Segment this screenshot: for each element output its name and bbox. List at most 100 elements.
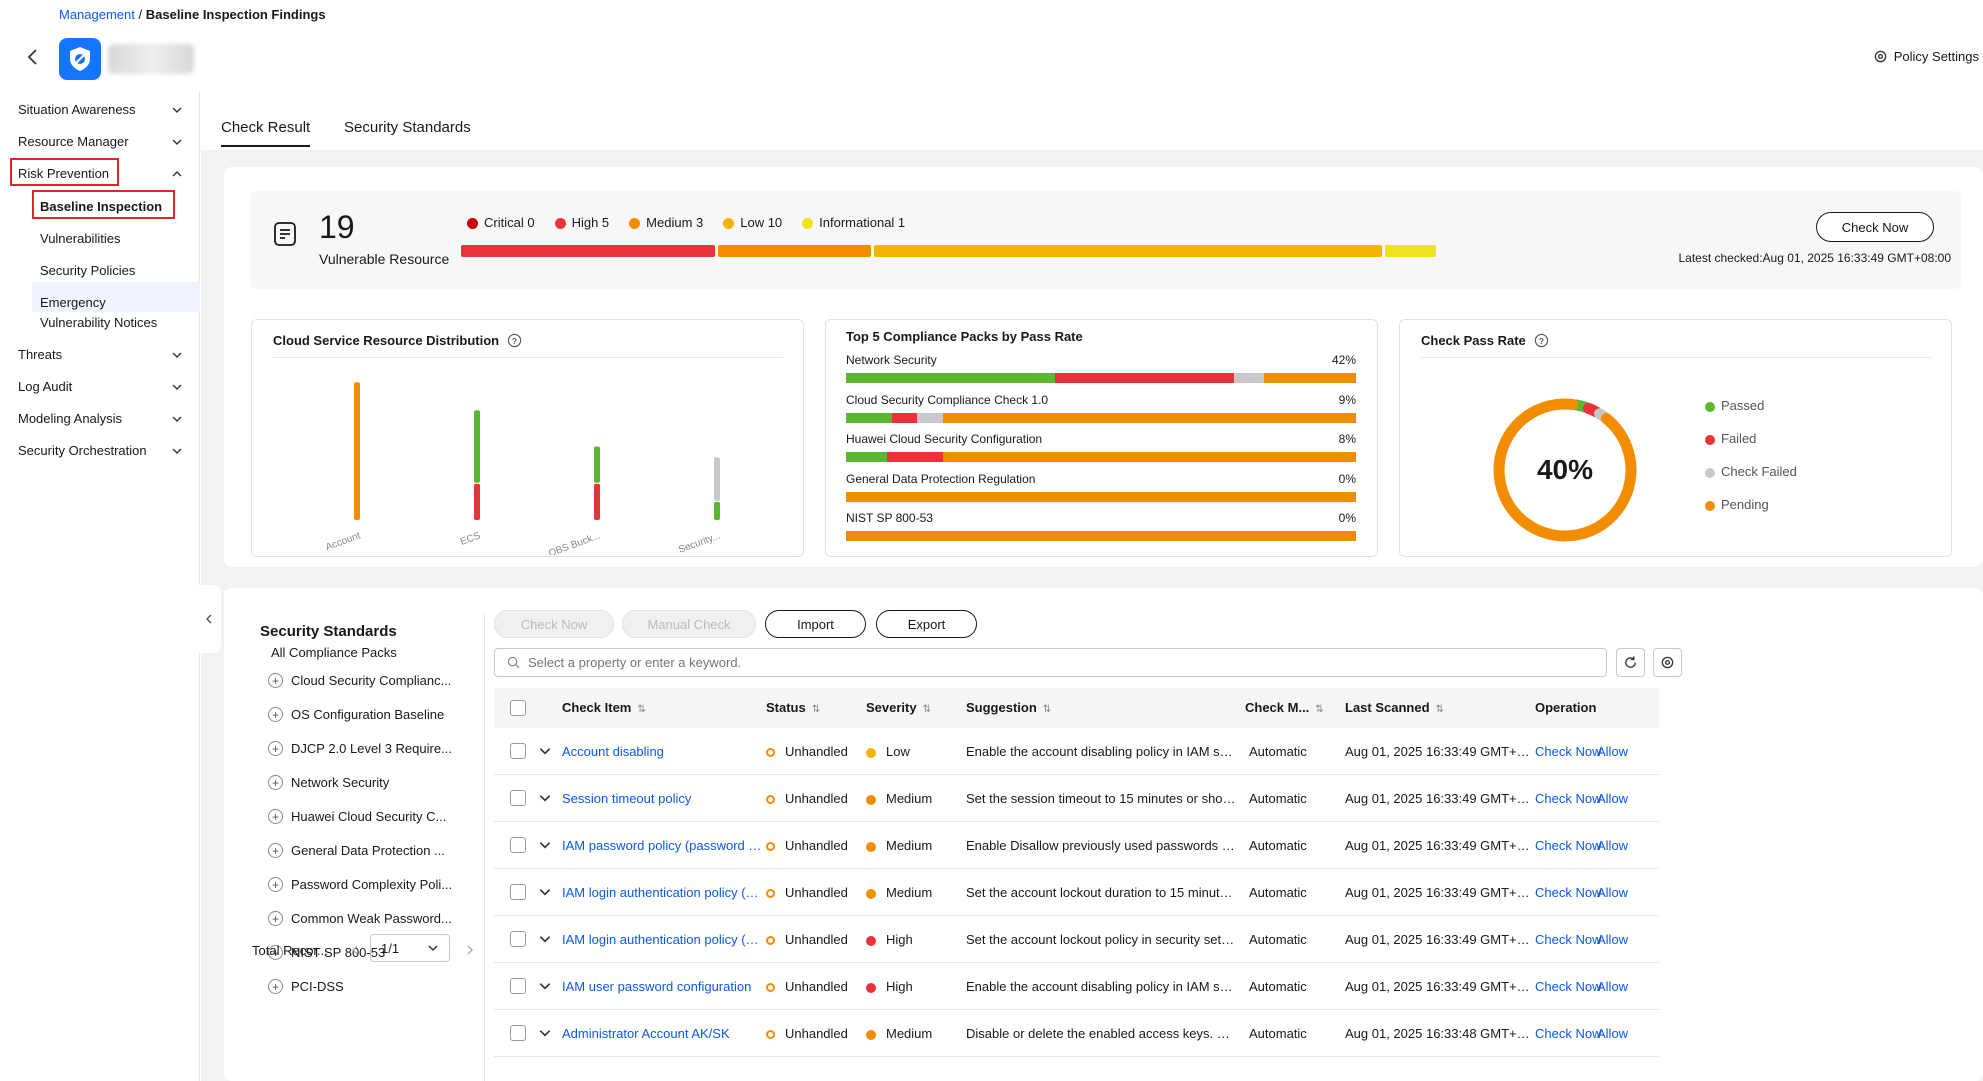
- check-item-link[interactable]: IAM login authentication policy (acco...: [562, 932, 762, 947]
- row-checkbox[interactable]: [510, 743, 526, 759]
- all-compliance-packs[interactable]: All Compliance Packs: [271, 645, 397, 660]
- row-checkbox[interactable]: [510, 931, 526, 947]
- back-arrow-icon[interactable]: [22, 46, 44, 68]
- header-check-item[interactable]: Check Item ⇅: [562, 688, 646, 728]
- standard-item[interactable]: + Cloud Security Complianc...: [268, 673, 451, 688]
- search-input[interactable]: [528, 655, 1578, 670]
- expand-plus-icon[interactable]: +: [268, 945, 283, 960]
- row-allow-link[interactable]: Allow: [1597, 838, 1629, 853]
- expand-plus-icon[interactable]: +: [268, 911, 283, 926]
- row-allow-link[interactable]: Allow: [1597, 979, 1629, 994]
- row-allow-link[interactable]: Allow: [1597, 791, 1629, 806]
- toolbar-check-now-button[interactable]: Check Now: [494, 610, 614, 638]
- standard-item[interactable]: + Network Security: [268, 775, 389, 790]
- expand-plus-icon[interactable]: +: [268, 741, 283, 756]
- tab-check-result[interactable]: Check Result: [221, 119, 311, 147]
- header-check-method[interactable]: Check M... ⇅: [1245, 688, 1324, 728]
- sidebar-item-modeling-analysis[interactable]: Modeling Analysis: [18, 411, 183, 426]
- check-now-button[interactable]: Check Now: [1816, 212, 1934, 242]
- sidebar-item-emergency-line2[interactable]: Vulnerability Notices: [40, 315, 158, 330]
- sidebar-item-threats[interactable]: Threats: [18, 347, 183, 362]
- help-icon[interactable]: ?: [507, 333, 522, 348]
- expand-plus-icon[interactable]: +: [268, 707, 283, 722]
- check-item-link[interactable]: IAM user password configuration: [562, 979, 752, 994]
- sidebar-item-security-orchestration[interactable]: Security Orchestration: [18, 443, 183, 458]
- row-expand[interactable]: [538, 838, 552, 855]
- sidebar-item-situation-awareness[interactable]: Situation Awareness: [18, 102, 183, 117]
- row-expand[interactable]: [538, 932, 552, 949]
- row-check-now-link[interactable]: Check Now: [1535, 791, 1602, 806]
- sidebar-item-emergency-line1[interactable]: Emergency: [40, 295, 106, 310]
- sidebar-item-vulnerabilities[interactable]: Vulnerabilities: [40, 231, 121, 246]
- status-cell: Unhandled: [766, 963, 861, 1010]
- policy-settings-button[interactable]: Policy Settings: [1873, 49, 1979, 64]
- select-all-checkbox[interactable]: [510, 700, 526, 716]
- row-expand[interactable]: [538, 791, 552, 808]
- check-item-link[interactable]: Session timeout policy: [562, 791, 692, 806]
- sidebar-item-security-policies[interactable]: Security Policies: [40, 263, 136, 278]
- table-settings-button[interactable]: [1653, 648, 1682, 677]
- standard-item[interactable]: + Huawei Cloud Security C...: [268, 809, 446, 824]
- header-status[interactable]: Status ⇅: [766, 688, 820, 728]
- row-check-now-link[interactable]: Check Now: [1535, 885, 1602, 900]
- row-checkbox[interactable]: [510, 790, 526, 806]
- expand-plus-icon[interactable]: +: [268, 843, 283, 858]
- help-icon[interactable]: ?: [1534, 333, 1549, 348]
- tab-security-standards[interactable]: Security Standards: [344, 119, 471, 136]
- check-item-link[interactable]: Administrator Account AK/SK: [562, 1026, 730, 1041]
- expand-plus-icon[interactable]: +: [268, 979, 283, 994]
- row-allow-link[interactable]: Allow: [1597, 1026, 1629, 1041]
- standard-item[interactable]: + DJCP 2.0 Level 3 Require...: [268, 741, 452, 756]
- sidebar-item-baseline-inspection[interactable]: Baseline Inspection: [40, 199, 163, 214]
- refresh-button[interactable]: [1616, 648, 1645, 677]
- severity-label: High: [886, 932, 913, 947]
- row-check-now-link[interactable]: Check Now: [1535, 744, 1602, 759]
- row-checkbox[interactable]: [510, 884, 526, 900]
- chevron-left-icon[interactable]: [349, 944, 361, 956]
- page-select[interactable]: 1/1: [370, 934, 450, 962]
- standard-item[interactable]: + Password Complexity Poli...: [268, 877, 452, 892]
- expand-plus-icon[interactable]: +: [268, 673, 283, 688]
- chevron-right-icon[interactable]: [464, 944, 476, 956]
- standard-item[interactable]: + PCI-DSS: [268, 979, 344, 994]
- standard-item[interactable]: + General Data Protection ...: [268, 843, 445, 858]
- findings-table: Check Item ⇅ Status ⇅ Severity ⇅ Suggestion…: [494, 688, 1659, 1081]
- check-item-link[interactable]: IAM login authentication policy (acco...: [562, 885, 762, 900]
- sidebar-item-resource-manager[interactable]: Resource Manager: [18, 134, 183, 149]
- row-check-now-link[interactable]: Check Now: [1535, 1026, 1602, 1041]
- sidebar-item-log-audit[interactable]: Log Audit: [18, 379, 183, 394]
- import-button[interactable]: Import: [765, 610, 866, 638]
- distribution-bar-segment: [474, 483, 480, 520]
- header-last-scanned[interactable]: Last Scanned ⇅: [1345, 688, 1444, 728]
- breadcrumb-management-link[interactable]: Management: [59, 7, 135, 22]
- standard-item[interactable]: + OS Configuration Baseline: [268, 707, 444, 722]
- check-item-link[interactable]: IAM password policy (password reuse): [562, 838, 762, 853]
- top-bar: Management / Baseline Inspection Finding…: [0, 0, 1983, 92]
- row-allow-link[interactable]: Allow: [1597, 744, 1629, 759]
- expand-plus-icon[interactable]: +: [268, 809, 283, 824]
- row-check-now-link[interactable]: Check Now: [1535, 932, 1602, 947]
- header-suggestion[interactable]: Suggestion ⇅: [966, 688, 1051, 728]
- sidebar-item-risk-prevention[interactable]: Risk Prevention: [18, 166, 183, 181]
- expand-plus-icon[interactable]: +: [268, 775, 283, 790]
- row-allow-link[interactable]: Allow: [1597, 932, 1629, 947]
- row-checkbox[interactable]: [510, 1025, 526, 1041]
- row-expand[interactable]: [538, 1026, 552, 1043]
- standard-item[interactable]: + NIST SP 800-53: [268, 945, 385, 960]
- distribution-category-label: Security...: [677, 530, 722, 555]
- row-check-now-link[interactable]: Check Now: [1535, 838, 1602, 853]
- row-expand[interactable]: [538, 979, 552, 996]
- export-button[interactable]: Export: [876, 610, 977, 638]
- row-check-now-link[interactable]: Check Now: [1535, 979, 1602, 994]
- row-checkbox[interactable]: [510, 978, 526, 994]
- row-allow-link[interactable]: Allow: [1597, 885, 1629, 900]
- row-expand[interactable]: [538, 744, 552, 761]
- standard-item[interactable]: + Common Weak Password...: [268, 911, 452, 926]
- header-severity[interactable]: Severity ⇅: [866, 688, 931, 728]
- check-item-link[interactable]: Account disabling: [562, 744, 664, 759]
- sidebar-collapse-handle[interactable]: [197, 585, 221, 653]
- expand-plus-icon[interactable]: +: [268, 877, 283, 892]
- row-checkbox[interactable]: [510, 837, 526, 853]
- manual-check-button[interactable]: Manual Check: [622, 610, 756, 638]
- row-expand[interactable]: [538, 885, 552, 902]
